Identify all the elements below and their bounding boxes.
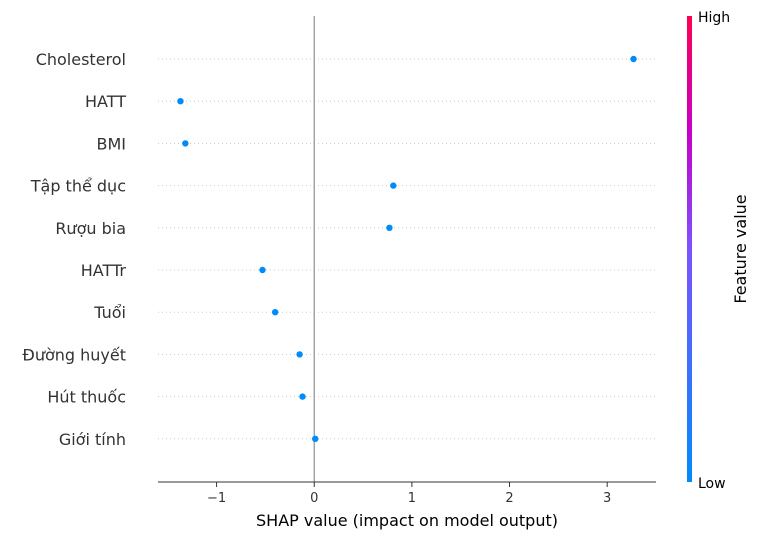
x-tick-label: −1 [207, 491, 226, 506]
feature-label: Giới tính [59, 430, 126, 449]
x-axis-title: SHAP value (impact on model output) [256, 511, 558, 530]
feature-label: Đường huyết [22, 345, 126, 364]
data-point [299, 393, 306, 400]
feature-labels: Cholesterol HATT BMI Tập thể dục Rượu bia HAT… [22, 50, 126, 449]
data-point [386, 224, 393, 231]
feature-label: Tuổi [93, 303, 126, 322]
feature-label: Tập thể dục [30, 177, 126, 196]
data-point [296, 351, 303, 358]
colorbar-low-label: Low [698, 476, 726, 492]
feature-label: HATTr [81, 261, 127, 280]
data-points [177, 55, 637, 442]
data-point [312, 435, 319, 442]
data-point [182, 140, 189, 147]
data-point [630, 55, 637, 63]
x-axis-ticks: −1 0 1 2 3 [207, 482, 611, 506]
data-point [259, 266, 266, 274]
colorbar-title: Feature value [731, 194, 750, 303]
colorbar-high-label: High [698, 10, 730, 26]
feature-label: Cholesterol [36, 50, 126, 69]
data-point [177, 98, 184, 105]
x-tick-label: 3 [603, 491, 611, 506]
x-tick-label: 0 [310, 491, 318, 506]
feature-label: Hút thuốc [47, 388, 126, 407]
row-grid-lines [158, 58, 656, 440]
x-tick-label: 1 [408, 491, 416, 506]
feature-label: Rượu bia [55, 219, 126, 238]
data-point [271, 309, 279, 316]
colorbar [687, 16, 692, 482]
feature-label: BMI [97, 134, 127, 153]
feature-label: HATT [85, 92, 126, 111]
data-point [390, 182, 397, 189]
x-tick-label: 2 [505, 491, 513, 506]
